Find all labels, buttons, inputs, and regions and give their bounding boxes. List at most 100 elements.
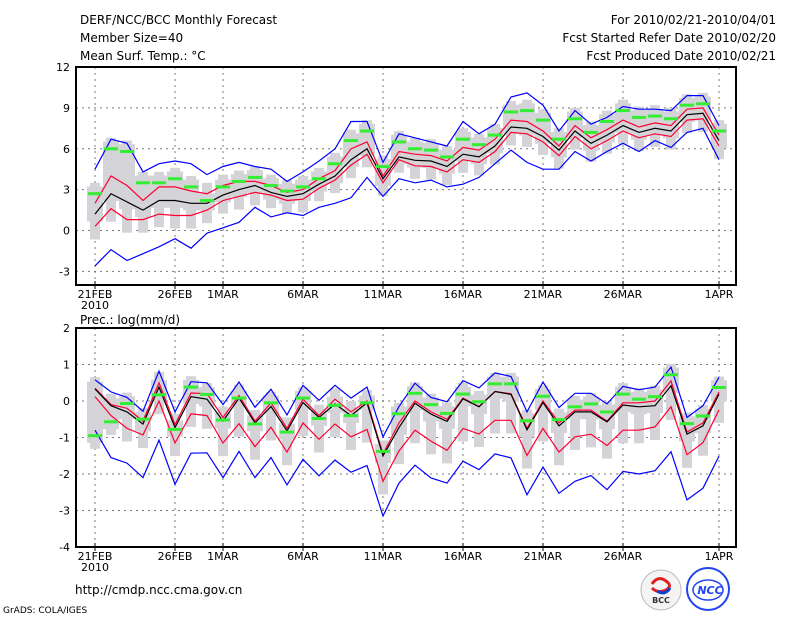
observed-marker (264, 184, 278, 188)
spread-box-inner (231, 174, 247, 197)
ensemble-mean-line (94, 112, 720, 215)
spread-box-inner (199, 387, 215, 407)
spread-box (234, 384, 244, 437)
observed-marker (200, 392, 214, 396)
observed-marker (696, 414, 710, 418)
observed-marker (136, 417, 150, 421)
x-tick-label: 1MAR (207, 550, 239, 563)
spread-box-inner (535, 388, 551, 410)
source-url[interactable]: http://cmdp.ncc.cma.gov.cn (75, 583, 242, 597)
observed-marker (584, 130, 598, 134)
spread-box (314, 404, 324, 453)
spread-box (266, 391, 276, 441)
observed-marker (168, 177, 182, 181)
forecast-period: For 2010/02/21-2010/04/01 (611, 13, 776, 27)
x-tick-label: 26FEB (158, 550, 193, 563)
observed-marker (216, 418, 230, 422)
observed-marker (168, 427, 182, 431)
observed-marker (456, 392, 470, 396)
max-line (94, 365, 720, 439)
spread-box (506, 372, 516, 434)
observed-marker (120, 402, 134, 406)
ncc-logo-globe (692, 579, 724, 601)
observed-marker (152, 181, 166, 185)
y-tick-label: 2 (63, 322, 70, 335)
spread-box (410, 382, 420, 444)
plot-frame (75, 327, 737, 548)
spread-box (586, 392, 596, 448)
bcc-logo-ring (640, 569, 682, 611)
x-tick-label: 21MAR (524, 288, 563, 301)
observed-marker (568, 117, 582, 121)
observed-marker (360, 129, 374, 133)
observed-marker (312, 177, 326, 181)
ncc-logo-text: NCC (697, 584, 722, 597)
observed-marker (664, 117, 678, 121)
observed-marker (472, 400, 486, 404)
observed-marker (616, 392, 630, 396)
spread-box (250, 410, 260, 460)
y-tick-label: 9 (63, 102, 70, 115)
spread-box-inner (295, 179, 311, 201)
observed-marker (232, 179, 246, 183)
spread-box-inner (567, 399, 583, 420)
spread-box-inner (439, 406, 455, 429)
bcc-logo: BCC (640, 569, 682, 611)
observed-marker (600, 120, 614, 123)
spread-box-inner (471, 394, 487, 415)
observed-marker (104, 147, 118, 151)
produced-date: Fcst Produced Date 2010/02/21 (586, 49, 776, 63)
spread-box-inner (119, 144, 135, 210)
observed-marker (696, 102, 710, 106)
observed-marker (440, 155, 454, 159)
observed-marker (280, 430, 294, 434)
figure-title: DERF/NCC/BCC Monthly Forecast (80, 13, 277, 27)
spread-box-inner (87, 381, 103, 443)
observed-marker (88, 434, 102, 438)
spread-box (282, 417, 292, 466)
spread-box (474, 390, 484, 447)
observed-marker (328, 162, 342, 166)
observed-marker (184, 385, 198, 389)
ncc-logo: NCC (686, 567, 730, 611)
observed-marker (408, 147, 422, 151)
spread-box-inner (103, 398, 119, 430)
x-tick-label: 26MAR (604, 550, 643, 563)
y-tick-label: 0 (63, 395, 70, 408)
observed-marker (88, 192, 102, 196)
spread-box-inner (647, 108, 663, 136)
y-tick-label: 3 (63, 184, 70, 197)
observed-marker (600, 410, 614, 414)
y-tick-label: -1 (59, 432, 70, 445)
observed-marker (520, 109, 534, 113)
observed-marker (344, 139, 358, 143)
spread-box (634, 388, 644, 444)
y-tick-label: -3 (59, 505, 70, 518)
observed-marker (248, 175, 262, 179)
spread-box-inner (503, 104, 519, 135)
observed-marker (664, 373, 678, 377)
spread-box (602, 401, 612, 459)
x-tick-label: 21MAR (524, 550, 563, 563)
observed-marker (552, 418, 566, 422)
observed-marker (328, 403, 342, 407)
ncc-logo-ring (686, 567, 730, 611)
spread-box (538, 385, 548, 442)
observed-marker (184, 185, 198, 189)
bcc-logo-text: BCC (652, 596, 670, 605)
spread-box-inner (87, 186, 103, 222)
spread-box-inner (391, 406, 407, 435)
spread-box (442, 402, 452, 464)
y-tick-label: 0 (63, 225, 70, 238)
observed-marker (376, 449, 390, 453)
observed-marker (648, 395, 662, 399)
y-tick-label: -2 (59, 468, 70, 481)
spread-box (522, 409, 532, 469)
x-tick-label: 11MAR (364, 288, 403, 301)
spread-box (298, 387, 308, 437)
spread-box-inner (583, 396, 599, 420)
spread-box-inner (359, 123, 375, 157)
y-tick-label: -3 (59, 265, 70, 278)
spread-box (426, 393, 436, 455)
observed-marker (488, 382, 502, 386)
